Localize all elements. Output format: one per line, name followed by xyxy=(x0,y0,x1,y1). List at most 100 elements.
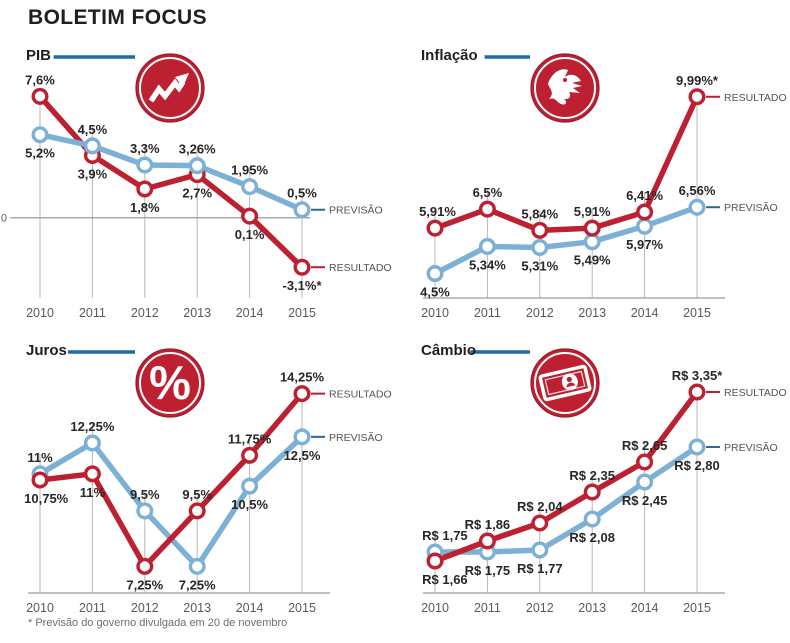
data-point-marker xyxy=(188,557,206,575)
data-point-marker xyxy=(688,198,706,216)
data-point-label: R$ 2,04 xyxy=(517,499,563,514)
x-axis-year-label: 2015 xyxy=(683,306,711,320)
legend-label-previsão: PREVISÃO xyxy=(724,201,778,214)
data-point-label: R$ 1,75 xyxy=(422,528,468,543)
data-point-marker xyxy=(583,219,601,237)
data-point-label: 14,25% xyxy=(280,370,325,385)
data-point-marker xyxy=(83,137,101,155)
data-point-label: 9,5% xyxy=(182,487,212,502)
series-line-previsão xyxy=(37,131,305,213)
data-point-label: 5,91% xyxy=(419,204,456,219)
data-point-label: 9,5% xyxy=(130,487,160,502)
data-point-marker xyxy=(636,473,654,491)
banknote-icon xyxy=(530,348,600,418)
x-axis-year-label: 2014 xyxy=(631,306,659,320)
zero-axis-label: 0 xyxy=(1,213,7,225)
x-axis-year-label: 2013 xyxy=(183,306,211,320)
data-point-label: 9,99%* xyxy=(676,73,719,88)
legend-label-resultado: RESULTADO xyxy=(329,262,392,274)
panel-cambio: Câmbio 2010 2011 2012 2013 2014 2015 R$ 1,75 R$… xyxy=(415,335,790,635)
data-point-label: 3,9% xyxy=(78,166,108,181)
trend-arrow-icon xyxy=(135,53,205,123)
data-point-label: R$ 2,08 xyxy=(569,530,615,545)
page-title: BOLETIM FOCUS xyxy=(28,6,208,29)
footnote: * Previsão do governo divulgada em 20 de… xyxy=(28,617,288,629)
data-point-label: R$ 1,77 xyxy=(517,561,563,576)
data-point-label: 7,25% xyxy=(126,577,163,592)
data-point-label: 11,75% xyxy=(228,431,272,446)
data-point-label: 5,84% xyxy=(521,206,558,221)
data-point-marker xyxy=(136,502,154,520)
legend-label-resultado: RESULTADO xyxy=(724,387,787,399)
data-point-label: 5,49% xyxy=(574,253,611,268)
panel-title-cambio: Câmbio xyxy=(421,342,477,359)
data-point-label: R$ 1,66 xyxy=(422,572,468,587)
data-point-label: 3,26% xyxy=(179,142,216,157)
data-point-label: 5,31% xyxy=(521,258,558,273)
x-axis-year-label: 2012 xyxy=(131,306,159,320)
panel-pib: PIB 2010 2011 2012 2013 2014 2015 0 7,6% 3,9% 1,8… xyxy=(1,40,395,340)
data-point-marker xyxy=(531,514,549,532)
data-point-label: 7,6% xyxy=(25,72,55,87)
data-point-marker xyxy=(136,557,154,575)
series-line-resultado xyxy=(432,94,700,234)
data-point-marker xyxy=(636,453,654,471)
data-point-label: 5,91% xyxy=(574,204,611,219)
x-axis-year-label: 2013 xyxy=(578,306,606,320)
data-point-marker xyxy=(31,126,49,144)
data-point-marker xyxy=(83,434,101,452)
data-point-marker xyxy=(688,438,706,456)
x-axis-year-label: 2014 xyxy=(631,601,659,615)
x-axis-year-label: 2015 xyxy=(288,601,316,615)
series-line-resultado xyxy=(37,390,305,570)
data-point-label: R$ 2,65 xyxy=(622,438,668,453)
data-point-marker xyxy=(31,471,49,489)
data-point-label: 2,7% xyxy=(182,186,212,201)
series-line-previsão xyxy=(432,444,700,555)
x-axis-year-label: 2015 xyxy=(683,601,711,615)
svg-text:%: % xyxy=(149,356,191,409)
data-point-label: R$ 2,45 xyxy=(622,493,668,508)
data-point-marker xyxy=(478,200,496,218)
x-axis-year-label: 2014 xyxy=(236,601,264,615)
legend-label-previsão: PREVISÃO xyxy=(329,431,383,444)
x-axis-year-label: 2011 xyxy=(79,601,106,615)
data-point-marker xyxy=(136,180,154,198)
data-point-label: 6,5% xyxy=(473,185,503,200)
panel-juros: Juros 2010 2011 2012 2013 2014 2015% 11% 12,25%… xyxy=(20,335,395,635)
data-point-label: 5,2% xyxy=(25,146,55,161)
x-axis-year-label: 2014 xyxy=(236,306,264,320)
data-point-label: 11% xyxy=(27,450,53,465)
x-axis-year-label: 2010 xyxy=(421,306,449,320)
data-point-marker xyxy=(426,265,444,283)
x-axis-year-label: 2011 xyxy=(474,306,501,320)
data-point-marker xyxy=(83,465,101,483)
x-axis-year-label: 2015 xyxy=(288,306,316,320)
data-point-label: -3,1%* xyxy=(282,278,322,293)
data-point-label: 3,3% xyxy=(130,141,160,156)
data-point-marker xyxy=(426,219,444,237)
data-point-label: 7,25% xyxy=(179,577,216,592)
panel-title-inflacao: Inflação xyxy=(421,47,478,64)
data-point-label: 11% xyxy=(80,485,106,500)
dragon-icon xyxy=(530,53,600,123)
data-point-label: R$ 2,35 xyxy=(569,468,615,483)
data-point-label: 5,97% xyxy=(626,237,663,252)
x-axis-year-label: 2010 xyxy=(26,306,54,320)
data-point-label: 10,75% xyxy=(24,491,69,506)
data-point-marker xyxy=(188,502,206,520)
data-point-marker xyxy=(583,483,601,501)
data-point-marker xyxy=(426,552,444,570)
data-point-label: 5,34% xyxy=(469,258,506,273)
data-point-label: 12,5% xyxy=(284,448,321,463)
series-line-previsão xyxy=(432,204,700,277)
pib-chart: 2010 2011 2012 2013 2014 2015 0 7,6% 3,9% 1,8% 2,7… xyxy=(1,53,392,320)
x-axis-year-label: 2011 xyxy=(79,306,106,320)
legend-label-previsão: PREVISÃO xyxy=(724,441,778,454)
legend-label-resultado: RESULTADO xyxy=(724,92,787,104)
data-point-marker xyxy=(478,532,496,550)
data-point-marker xyxy=(293,385,311,403)
data-point-label: 6,41% xyxy=(626,188,663,203)
data-point-label: 1,95% xyxy=(231,163,268,178)
